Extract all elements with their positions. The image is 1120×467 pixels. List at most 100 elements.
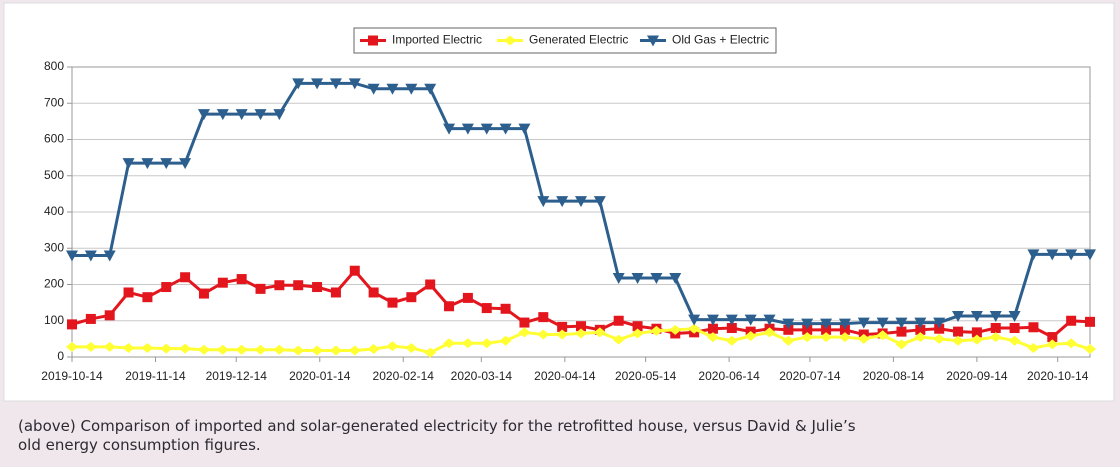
legend-label: Old Gas + Electric bbox=[672, 33, 769, 47]
x-tick-label: 2020-06-14 bbox=[698, 369, 760, 383]
x-tick-label: 2019-11-14 bbox=[125, 369, 186, 383]
x-tick-label: 2020-07-14 bbox=[779, 369, 841, 383]
marker bbox=[311, 78, 324, 90]
marker bbox=[273, 109, 286, 121]
marker bbox=[349, 265, 360, 276]
marker bbox=[650, 272, 663, 284]
marker bbox=[726, 323, 737, 333]
marker bbox=[1009, 323, 1020, 333]
marker bbox=[160, 158, 173, 170]
marker bbox=[386, 83, 399, 95]
marker bbox=[66, 250, 78, 262]
marker bbox=[329, 78, 342, 90]
caption-line: (above) Comparison of imported and solar… bbox=[18, 417, 856, 435]
marker bbox=[989, 311, 1002, 323]
marker bbox=[367, 83, 380, 95]
x-tick-label: 2020-09-14 bbox=[946, 369, 1008, 383]
marker bbox=[802, 324, 813, 335]
marker bbox=[424, 347, 437, 358]
marker bbox=[499, 123, 512, 135]
marker bbox=[820, 332, 833, 343]
marker bbox=[557, 321, 568, 332]
marker bbox=[952, 335, 965, 346]
marker bbox=[311, 345, 324, 356]
marker bbox=[575, 196, 587, 208]
marker bbox=[216, 109, 229, 121]
marker bbox=[1065, 249, 1078, 261]
marker bbox=[292, 345, 305, 356]
caption-line: old energy consumption figures. bbox=[18, 436, 261, 454]
marker bbox=[763, 327, 776, 338]
marker bbox=[782, 318, 795, 330]
marker bbox=[876, 330, 889, 341]
marker bbox=[84, 341, 97, 352]
marker bbox=[348, 78, 361, 90]
marker bbox=[103, 250, 116, 262]
marker bbox=[593, 196, 606, 208]
marker bbox=[236, 274, 247, 285]
x-tick-label: 2020-05-14 bbox=[615, 369, 677, 383]
marker bbox=[538, 312, 549, 323]
y-tick-label: 600 bbox=[44, 132, 64, 146]
marker bbox=[1008, 311, 1021, 323]
marker bbox=[292, 78, 305, 90]
marker bbox=[1008, 335, 1021, 346]
marker bbox=[141, 158, 154, 170]
legend-label: Imported Electric bbox=[392, 33, 482, 47]
marker bbox=[744, 314, 757, 326]
marker bbox=[66, 341, 78, 352]
marker bbox=[782, 335, 795, 346]
marker bbox=[1085, 316, 1095, 327]
x-tick-label: 2020-10-14 bbox=[1027, 369, 1089, 383]
marker bbox=[254, 109, 267, 121]
marker bbox=[725, 335, 738, 346]
marker bbox=[273, 344, 286, 355]
marker bbox=[631, 328, 644, 339]
marker bbox=[424, 83, 437, 95]
marker bbox=[443, 123, 456, 135]
marker bbox=[1047, 332, 1058, 343]
marker bbox=[575, 328, 587, 339]
marker bbox=[104, 310, 115, 321]
marker bbox=[329, 345, 342, 356]
marker bbox=[499, 335, 512, 346]
marker bbox=[504, 35, 516, 46]
marker bbox=[197, 344, 210, 355]
marker bbox=[123, 287, 134, 298]
marker bbox=[161, 282, 172, 293]
marker bbox=[84, 250, 97, 262]
marker bbox=[198, 288, 209, 299]
marker bbox=[914, 317, 927, 329]
legend-box bbox=[353, 27, 777, 54]
marker bbox=[647, 35, 659, 47]
marker bbox=[255, 283, 266, 294]
marker bbox=[707, 323, 718, 334]
marker bbox=[632, 321, 643, 332]
x-tick-label: 2020-08-14 bbox=[863, 369, 925, 383]
y-tick-label: 100 bbox=[44, 313, 64, 327]
marker bbox=[348, 345, 361, 356]
marker bbox=[480, 338, 493, 349]
marker bbox=[631, 272, 644, 284]
marker bbox=[235, 344, 248, 355]
marker bbox=[405, 83, 418, 95]
marker bbox=[461, 123, 474, 135]
marker bbox=[1046, 249, 1059, 261]
legend: Imported Electric Generated Electric Old G… bbox=[353, 27, 777, 54]
chart: 0 100 200 300 400 500 600 700 800 2019-10-14 2019-… bbox=[3, 2, 1115, 402]
x-tick-label: 2020-01-14 bbox=[289, 369, 351, 383]
marker bbox=[519, 317, 530, 328]
marker bbox=[312, 282, 323, 293]
marker bbox=[556, 329, 569, 340]
marker bbox=[443, 338, 456, 349]
marker bbox=[1028, 322, 1039, 333]
marker bbox=[1065, 338, 1078, 349]
marker bbox=[425, 279, 436, 290]
marker bbox=[612, 272, 625, 284]
marker bbox=[896, 326, 907, 337]
marker bbox=[368, 35, 378, 46]
marker bbox=[970, 311, 983, 323]
marker bbox=[1066, 315, 1077, 326]
marker bbox=[915, 324, 926, 335]
